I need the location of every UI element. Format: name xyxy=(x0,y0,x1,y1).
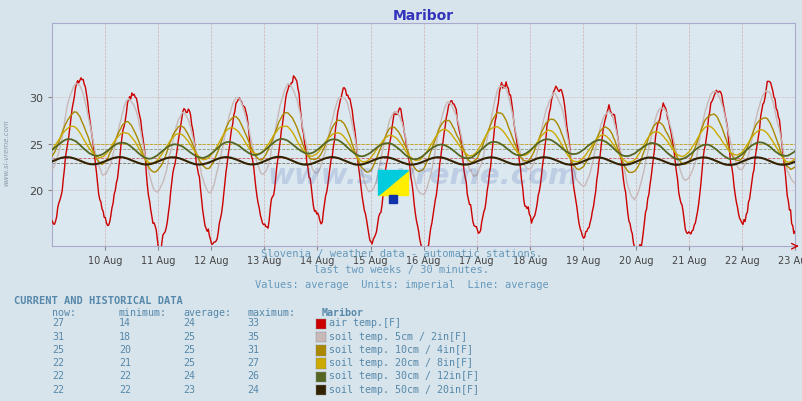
Text: minimum:: minimum: xyxy=(119,307,167,317)
Text: 26: 26 xyxy=(247,371,259,381)
Polygon shape xyxy=(378,170,407,196)
Text: 31: 31 xyxy=(247,344,259,354)
Text: CURRENT AND HISTORICAL DATA: CURRENT AND HISTORICAL DATA xyxy=(14,295,183,305)
Text: soil temp. 10cm / 4in[F]: soil temp. 10cm / 4in[F] xyxy=(329,344,472,354)
Title: Maribor: Maribor xyxy=(392,9,454,23)
Text: average:: average: xyxy=(183,307,231,317)
Text: 35: 35 xyxy=(247,331,259,341)
Text: 22: 22 xyxy=(52,357,64,367)
Text: soil temp. 30cm / 12in[F]: soil temp. 30cm / 12in[F] xyxy=(329,371,479,381)
Text: 24: 24 xyxy=(247,384,259,394)
Text: 31: 31 xyxy=(52,331,64,341)
Text: 22: 22 xyxy=(52,384,64,394)
Text: 22: 22 xyxy=(119,371,131,381)
Text: 22: 22 xyxy=(52,371,64,381)
Text: 20: 20 xyxy=(119,344,131,354)
Text: 25: 25 xyxy=(183,357,195,367)
Text: 18: 18 xyxy=(119,331,131,341)
Text: last two weeks / 30 minutes.: last two weeks / 30 minutes. xyxy=(314,264,488,274)
Text: www.si-vreme.com: www.si-vreme.com xyxy=(268,162,578,189)
Text: www.si-vreme.com: www.si-vreme.com xyxy=(3,119,10,186)
Text: now:: now: xyxy=(52,307,76,317)
Text: 14: 14 xyxy=(119,318,131,328)
Text: 33: 33 xyxy=(247,318,259,328)
Text: 23: 23 xyxy=(183,384,195,394)
Text: 22: 22 xyxy=(119,384,131,394)
Polygon shape xyxy=(378,170,407,196)
Text: Values: average  Units: imperial  Line: average: Values: average Units: imperial Line: av… xyxy=(254,279,548,289)
Text: 25: 25 xyxy=(183,344,195,354)
Text: 21: 21 xyxy=(119,357,131,367)
Text: 27: 27 xyxy=(52,318,64,328)
Text: air temp.[F]: air temp.[F] xyxy=(329,318,401,328)
Text: soil temp. 20cm / 8in[F]: soil temp. 20cm / 8in[F] xyxy=(329,357,472,367)
Text: 24: 24 xyxy=(183,318,195,328)
Text: maximum:: maximum: xyxy=(247,307,295,317)
Text: 24: 24 xyxy=(183,371,195,381)
Text: 25: 25 xyxy=(183,331,195,341)
Text: 27: 27 xyxy=(247,357,259,367)
Text: soil temp. 5cm / 2in[F]: soil temp. 5cm / 2in[F] xyxy=(329,331,467,341)
Bar xyxy=(389,196,396,204)
Text: soil temp. 50cm / 20in[F]: soil temp. 50cm / 20in[F] xyxy=(329,384,479,394)
Text: Maribor: Maribor xyxy=(321,307,363,317)
Text: 25: 25 xyxy=(52,344,64,354)
Text: Slovenia / weather data - automatic stations.: Slovenia / weather data - automatic stat… xyxy=(261,249,541,259)
